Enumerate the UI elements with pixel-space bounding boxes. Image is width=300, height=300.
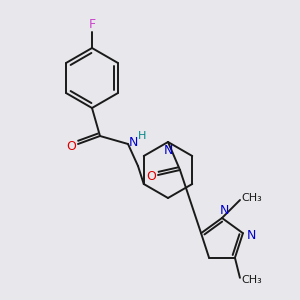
Text: N: N — [163, 143, 173, 157]
Text: O: O — [66, 140, 76, 152]
Text: O: O — [146, 170, 156, 184]
Text: N: N — [247, 229, 256, 242]
Text: N: N — [219, 205, 229, 218]
Text: F: F — [88, 17, 96, 31]
Text: CH₃: CH₃ — [242, 275, 262, 285]
Text: N: N — [128, 136, 138, 148]
Text: H: H — [138, 131, 146, 141]
Text: CH₃: CH₃ — [242, 193, 262, 203]
